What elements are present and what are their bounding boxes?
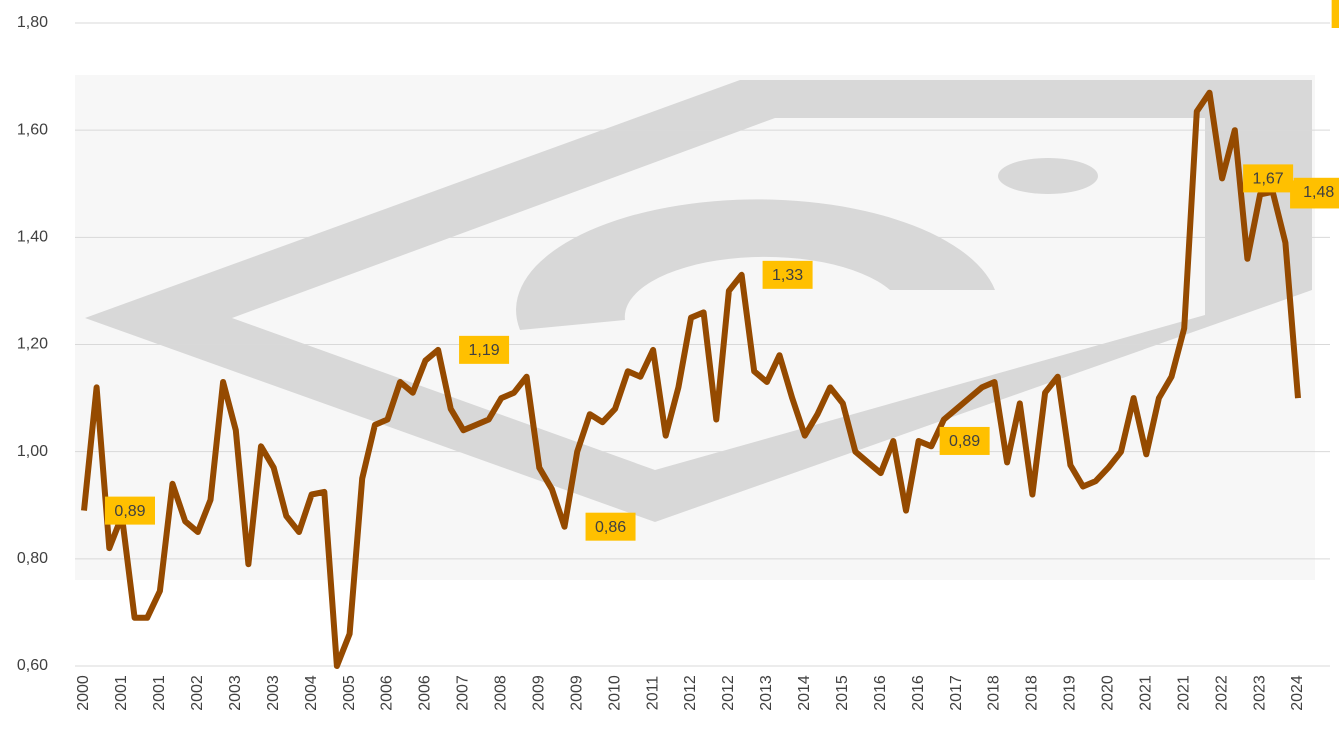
y-tick-label: 0,60 — [17, 657, 48, 674]
x-tick-label: 2022 — [1213, 675, 1230, 711]
x-tick-label: 2011 — [644, 676, 661, 711]
tag-hole — [998, 158, 1098, 194]
x-tick-label: 2020 — [1100, 675, 1117, 711]
x-tick-label: 2003 — [227, 675, 244, 711]
x-tick-label: 2001 — [151, 675, 168, 711]
x-tick-label: 2009 — [530, 675, 547, 711]
y-tick-label: 1,80 — [17, 14, 48, 31]
x-tick-label: 2018 — [1024, 675, 1041, 711]
x-tick-label: 2007 — [455, 675, 472, 711]
x-tick-label: 2012 — [682, 675, 699, 711]
data-label-box — [585, 512, 636, 541]
x-tick-label: 2010 — [606, 675, 623, 711]
x-tick-label: 2019 — [1062, 675, 1079, 711]
x-tick-label: 2016 — [910, 675, 927, 711]
data-label-box — [939, 426, 990, 455]
data-label: 1,48 — [1303, 184, 1334, 201]
x-tick-label: 2000 — [75, 675, 92, 711]
x-tick-label: 2024 — [1289, 675, 1306, 711]
y-tick-label: 0,80 — [17, 550, 48, 567]
x-tick-label: 2021 — [1175, 675, 1192, 711]
x-tick-label: 2023 — [1251, 675, 1268, 711]
data-label-box — [1293, 177, 1339, 206]
y-tick-label: 1,00 — [17, 443, 48, 460]
data-label-box — [105, 496, 155, 525]
x-tick-label: 2006 — [379, 675, 396, 711]
data-label: 1,19 — [469, 342, 500, 359]
x-tick-label: 2005 — [341, 675, 358, 711]
x-tick-label: 2021 — [1137, 675, 1154, 711]
data-label-box — [459, 335, 510, 364]
x-tick-label: 2009 — [568, 675, 585, 711]
x-tick-label: 2004 — [303, 675, 320, 711]
x-tick-label: 2015 — [834, 675, 851, 711]
data-label-box — [762, 260, 813, 289]
x-tick-label: 2012 — [720, 675, 737, 711]
x-tick-label: 2017 — [948, 675, 965, 711]
x-tick-label: 2014 — [796, 675, 813, 711]
tag-inner — [232, 118, 1205, 470]
y-tick-label: 1,60 — [17, 121, 48, 138]
x-tick-label: 2001 — [113, 675, 130, 711]
data-label: 1,33 — [772, 267, 803, 284]
y-tick-label: 1,40 — [17, 229, 48, 246]
x-tick-label: 2002 — [189, 675, 206, 711]
x-tick-label: 2008 — [493, 675, 510, 711]
x-tick-label: 2013 — [758, 675, 775, 711]
data-label: 0,89 — [949, 433, 980, 450]
data-label-box — [1243, 164, 1294, 193]
data-label-box — [1331, 0, 1339, 28]
data-line — [81, 89, 1301, 669]
data-label: 0,86 — [595, 519, 626, 536]
x-tick-label: 2018 — [986, 675, 1003, 711]
background-image — [75, 75, 1315, 580]
x-tick-label: 2006 — [417, 675, 434, 711]
euro-sign — [516, 199, 995, 330]
x-tick-label: 2003 — [265, 675, 282, 711]
x-tick-label: 2016 — [872, 675, 889, 711]
data-label: 0,89 — [114, 503, 145, 520]
y-tick-label: 1,20 — [17, 336, 48, 353]
data-label: 1,67 — [1253, 171, 1284, 188]
